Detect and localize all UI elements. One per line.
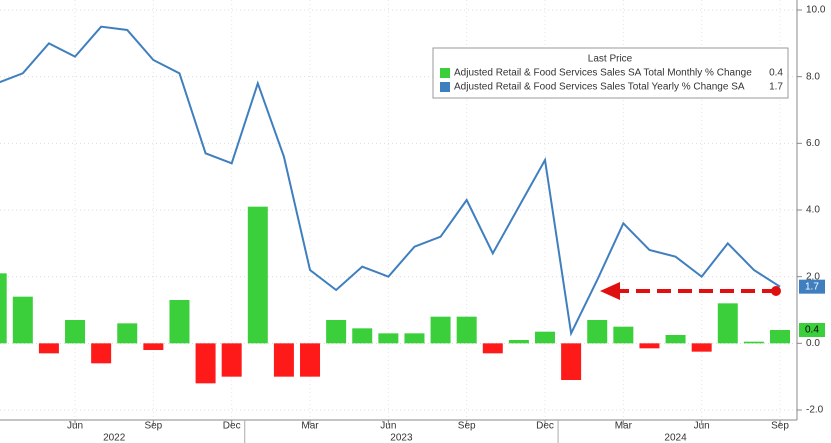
line [0, 25, 781, 337]
bar [273, 343, 294, 377]
bar [378, 333, 399, 344]
last-value-label: 0.4 [805, 325, 819, 336]
bar [38, 343, 59, 354]
y-tick-label: 0.0 [806, 338, 820, 349]
x-tick-label: Dec [223, 421, 241, 432]
annotation-arrow [600, 282, 781, 300]
legend-swatch [440, 68, 450, 78]
bar [117, 323, 138, 344]
bar [91, 343, 112, 364]
last-value-tag [799, 279, 825, 294]
bar [717, 303, 738, 344]
bar [743, 341, 764, 344]
bar [300, 343, 321, 377]
bar [665, 335, 686, 344]
year-label: 2024 [664, 433, 687, 443]
legend-box [432, 47, 789, 99]
legend-value: 0.4 [769, 68, 783, 79]
x-tick-label: Mar [615, 421, 633, 432]
bar [12, 296, 33, 344]
y-tick-label: 8.0 [806, 71, 820, 82]
y-tick-label: 2.0 [806, 271, 820, 282]
y-tick-label: -2.0 [806, 405, 824, 416]
x-tick-label: Mar [301, 421, 319, 432]
x-tick-label: Sep [144, 421, 162, 432]
bar [326, 320, 347, 344]
last-value-label: 1.7 [805, 281, 819, 292]
plot-area [0, 25, 790, 384]
bar [482, 343, 503, 354]
legend-value: 1.7 [769, 82, 783, 93]
bar [143, 343, 164, 350]
x-tick-label: Jun [380, 421, 396, 432]
bar [352, 328, 373, 344]
legend: Last Price Adjusted Retail & Food Servic… [432, 47, 789, 99]
x-tick-label: Jun [694, 421, 710, 432]
y-tick-label: 4.0 [806, 205, 820, 216]
y-tick-label: 10.0 [806, 5, 826, 16]
bar [195, 343, 216, 384]
year-label: 2022 [103, 433, 126, 443]
last-value-tag [799, 323, 825, 337]
bar [65, 320, 86, 344]
bar [613, 326, 634, 344]
bar [691, 343, 712, 352]
bar [639, 343, 660, 349]
bar [770, 330, 790, 344]
bar [221, 343, 242, 377]
x-tick-label: Dec [536, 421, 554, 432]
y-tick-label: 6.0 [806, 138, 820, 149]
bar [404, 333, 425, 344]
year-label: 2023 [390, 433, 413, 443]
bar [508, 340, 529, 344]
bar [247, 206, 268, 344]
bar [430, 316, 451, 344]
legend-label: Adjusted Retail & Food Services Sales To… [454, 82, 745, 93]
bar [169, 300, 190, 344]
x-tick-label: Sep [771, 421, 789, 432]
legend-label: Adjusted Retail & Food Services Sales SA… [454, 68, 752, 79]
bar [0, 273, 7, 344]
x-tick-label: Sep [458, 421, 476, 432]
bar [587, 320, 608, 344]
bar [456, 316, 477, 344]
x-tick-label: Jun [67, 421, 83, 432]
legend-swatch [440, 82, 450, 92]
legend-title: Last Price [588, 54, 633, 65]
bar [535, 331, 556, 344]
bar [561, 343, 582, 380]
